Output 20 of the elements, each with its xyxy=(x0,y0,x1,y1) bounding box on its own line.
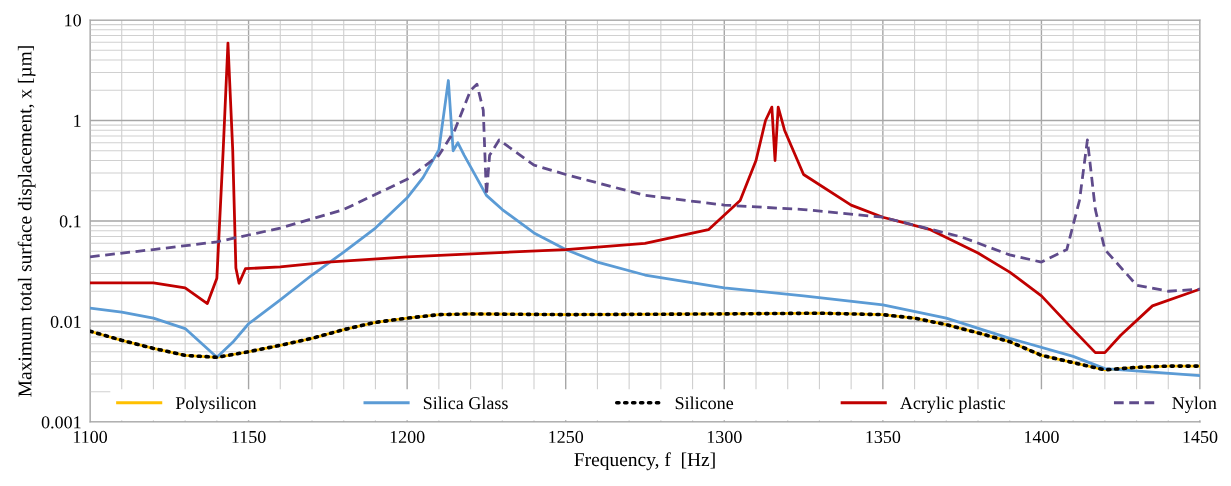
x-tick-label: 1400 xyxy=(1024,430,1059,444)
x-tick-label: 1150 xyxy=(232,430,266,444)
x-tick-label: 1450 xyxy=(1183,430,1218,444)
legend-label: Silica Glass xyxy=(423,396,508,410)
x-tick-label: 1250 xyxy=(549,430,584,444)
y-tick-label: 0.01 xyxy=(50,315,81,329)
legend-label: Polysilicon xyxy=(175,396,257,413)
y-tick-label: 0.001 xyxy=(41,416,81,429)
legend-label: Silicone xyxy=(675,396,734,410)
legend-label: Nylon xyxy=(1172,396,1217,413)
x-tick-label: 1350 xyxy=(866,430,901,444)
y-axis-title: Maximum total surface displacement, x [µm] xyxy=(17,46,36,397)
x-tick-label: 1100 xyxy=(73,430,108,444)
y-tick-label: 1 xyxy=(74,114,81,127)
legend-label: Acrylic plastic xyxy=(900,396,1006,413)
y-tick-label: 0.1 xyxy=(59,215,81,228)
x-tick-label: 1200 xyxy=(390,430,425,444)
x-tick-label: 1300 xyxy=(707,430,742,444)
x-axis-title: Frequency, f [Hz] xyxy=(574,452,715,471)
y-tick-label: 10 xyxy=(65,14,81,27)
